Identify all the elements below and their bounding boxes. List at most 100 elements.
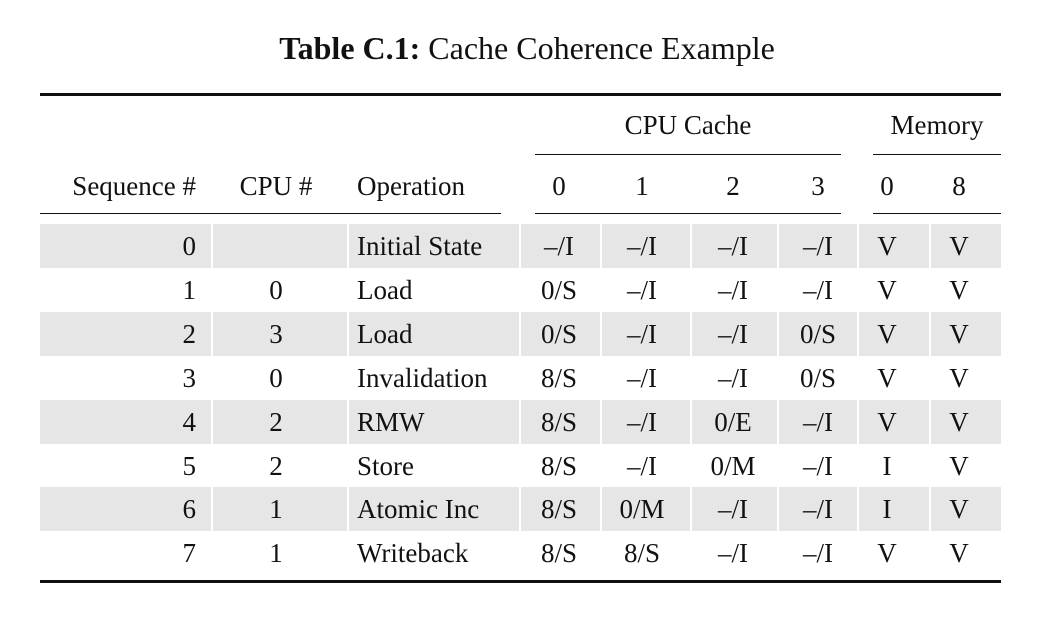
column-separator [211,312,213,356]
cell-cpu: 2 [269,407,283,437]
cell-memory-0: I [882,451,892,481]
cell-operation: Writeback [357,538,469,568]
column-header-cpu: CPU # [239,171,313,201]
column-header-cache-1: 1 [635,171,649,201]
column-separator [857,400,859,444]
column-separator [519,400,521,444]
cell-cpu: 1 [269,494,283,524]
cell-cache-1: 0/M [619,494,665,524]
cell-sequence: 2 [182,319,197,349]
cell-cache-2: 0/M [710,451,756,481]
cell-cache-0: –/I [544,231,574,261]
cell-cache-0: 8/S [540,494,578,524]
column-header-cache-2: 2 [726,171,740,201]
column-separator [690,312,692,356]
column-header-cache-0: 0 [552,171,566,201]
cell-cache-1: –/I [627,407,657,437]
cell-memory-8: V [949,538,969,568]
cell-cache-2: –/I [718,494,748,524]
row-shading [40,224,1001,268]
column-separator [857,487,859,531]
caption-text: Cache Coherence Example [428,30,775,66]
top-rule [40,93,1001,96]
column-separator [777,400,779,444]
group-header-memory: Memory [890,110,984,140]
column-separator [519,487,521,531]
cell-cache-2: –/I [718,538,748,568]
cell-cache-1: 8/S [623,538,661,568]
column-separator [857,312,859,356]
table-caption: Table C.1: Cache Coherence Example [0,30,1054,67]
cell-cache-0: 0/S [540,275,578,305]
column-separator [519,312,521,356]
cell-memory-0: V [877,319,897,349]
column-separator [777,224,779,268]
cell-memory-8: V [949,494,969,524]
cell-sequence: 7 [182,538,197,568]
cell-cache-2: –/I [718,319,748,349]
cell-cache-0: 8/S [540,451,578,481]
cell-cpu: 0 [269,363,283,393]
column-separator [600,400,602,444]
column-separator [777,312,779,356]
cell-cache-3: –/I [803,407,833,437]
cell-cache-3: –/I [803,275,833,305]
cell-cpu: 1 [269,538,283,568]
row-shading [40,312,1001,356]
cell-memory-8: V [949,275,969,305]
cell-cache-2: –/I [718,231,748,261]
cell-cache-3: –/I [803,494,833,524]
row-shading [40,400,1001,444]
column-header-sequence: Sequence # [72,171,196,201]
column-separator [600,487,602,531]
column-separator [777,487,779,531]
cell-operation: Initial State [357,231,483,261]
header-rule-left [40,213,501,214]
column-separator [857,224,859,268]
cell-cache-1: –/I [627,319,657,349]
cell-cache-3: 0/S [799,319,837,349]
column-separator [347,487,349,531]
cell-memory-0: V [877,231,897,261]
cell-cache-0: 8/S [540,538,578,568]
column-header-memory-0: 0 [880,171,894,201]
cell-operation: Atomic Inc [357,494,480,524]
cell-sequence: 1 [182,275,197,305]
cell-cache-2: –/I [718,275,748,305]
column-separator [929,400,931,444]
cell-cache-1: –/I [627,231,657,261]
cell-sequence: 4 [182,407,197,437]
header-rule-cache [535,213,841,214]
column-separator [211,224,213,268]
cell-memory-0: V [877,407,897,437]
cell-cache-3: 0/S [799,363,837,393]
column-separator [690,224,692,268]
cell-operation: RMW [357,407,425,437]
cell-cache-1: –/I [627,275,657,305]
cell-memory-0: V [877,538,897,568]
bottom-rule [40,580,1001,583]
column-separator [347,400,349,444]
caption-label: Table C.1: [279,30,421,66]
column-separator [347,312,349,356]
column-separator [929,487,931,531]
column-separator [519,224,521,268]
group-header-cpu-cache: CPU Cache [624,110,752,140]
cell-cache-0: 0/S [540,319,578,349]
cell-cpu: 2 [269,451,283,481]
memory-rule [873,154,1001,155]
column-separator [211,400,213,444]
cell-cache-2: –/I [718,363,748,393]
cell-cpu: 0 [269,275,283,305]
cpu-cache-rule [535,154,841,155]
column-separator [347,224,349,268]
cell-cache-3: –/I [803,538,833,568]
cell-cache-3: –/I [803,231,833,261]
column-separator [211,487,213,531]
cell-operation: Store [357,451,414,481]
column-separator [690,487,692,531]
column-header-operation: Operation [357,171,465,201]
row-shading [40,487,1001,531]
cell-operation: Invalidation [357,363,488,393]
cell-cache-3: –/I [803,451,833,481]
